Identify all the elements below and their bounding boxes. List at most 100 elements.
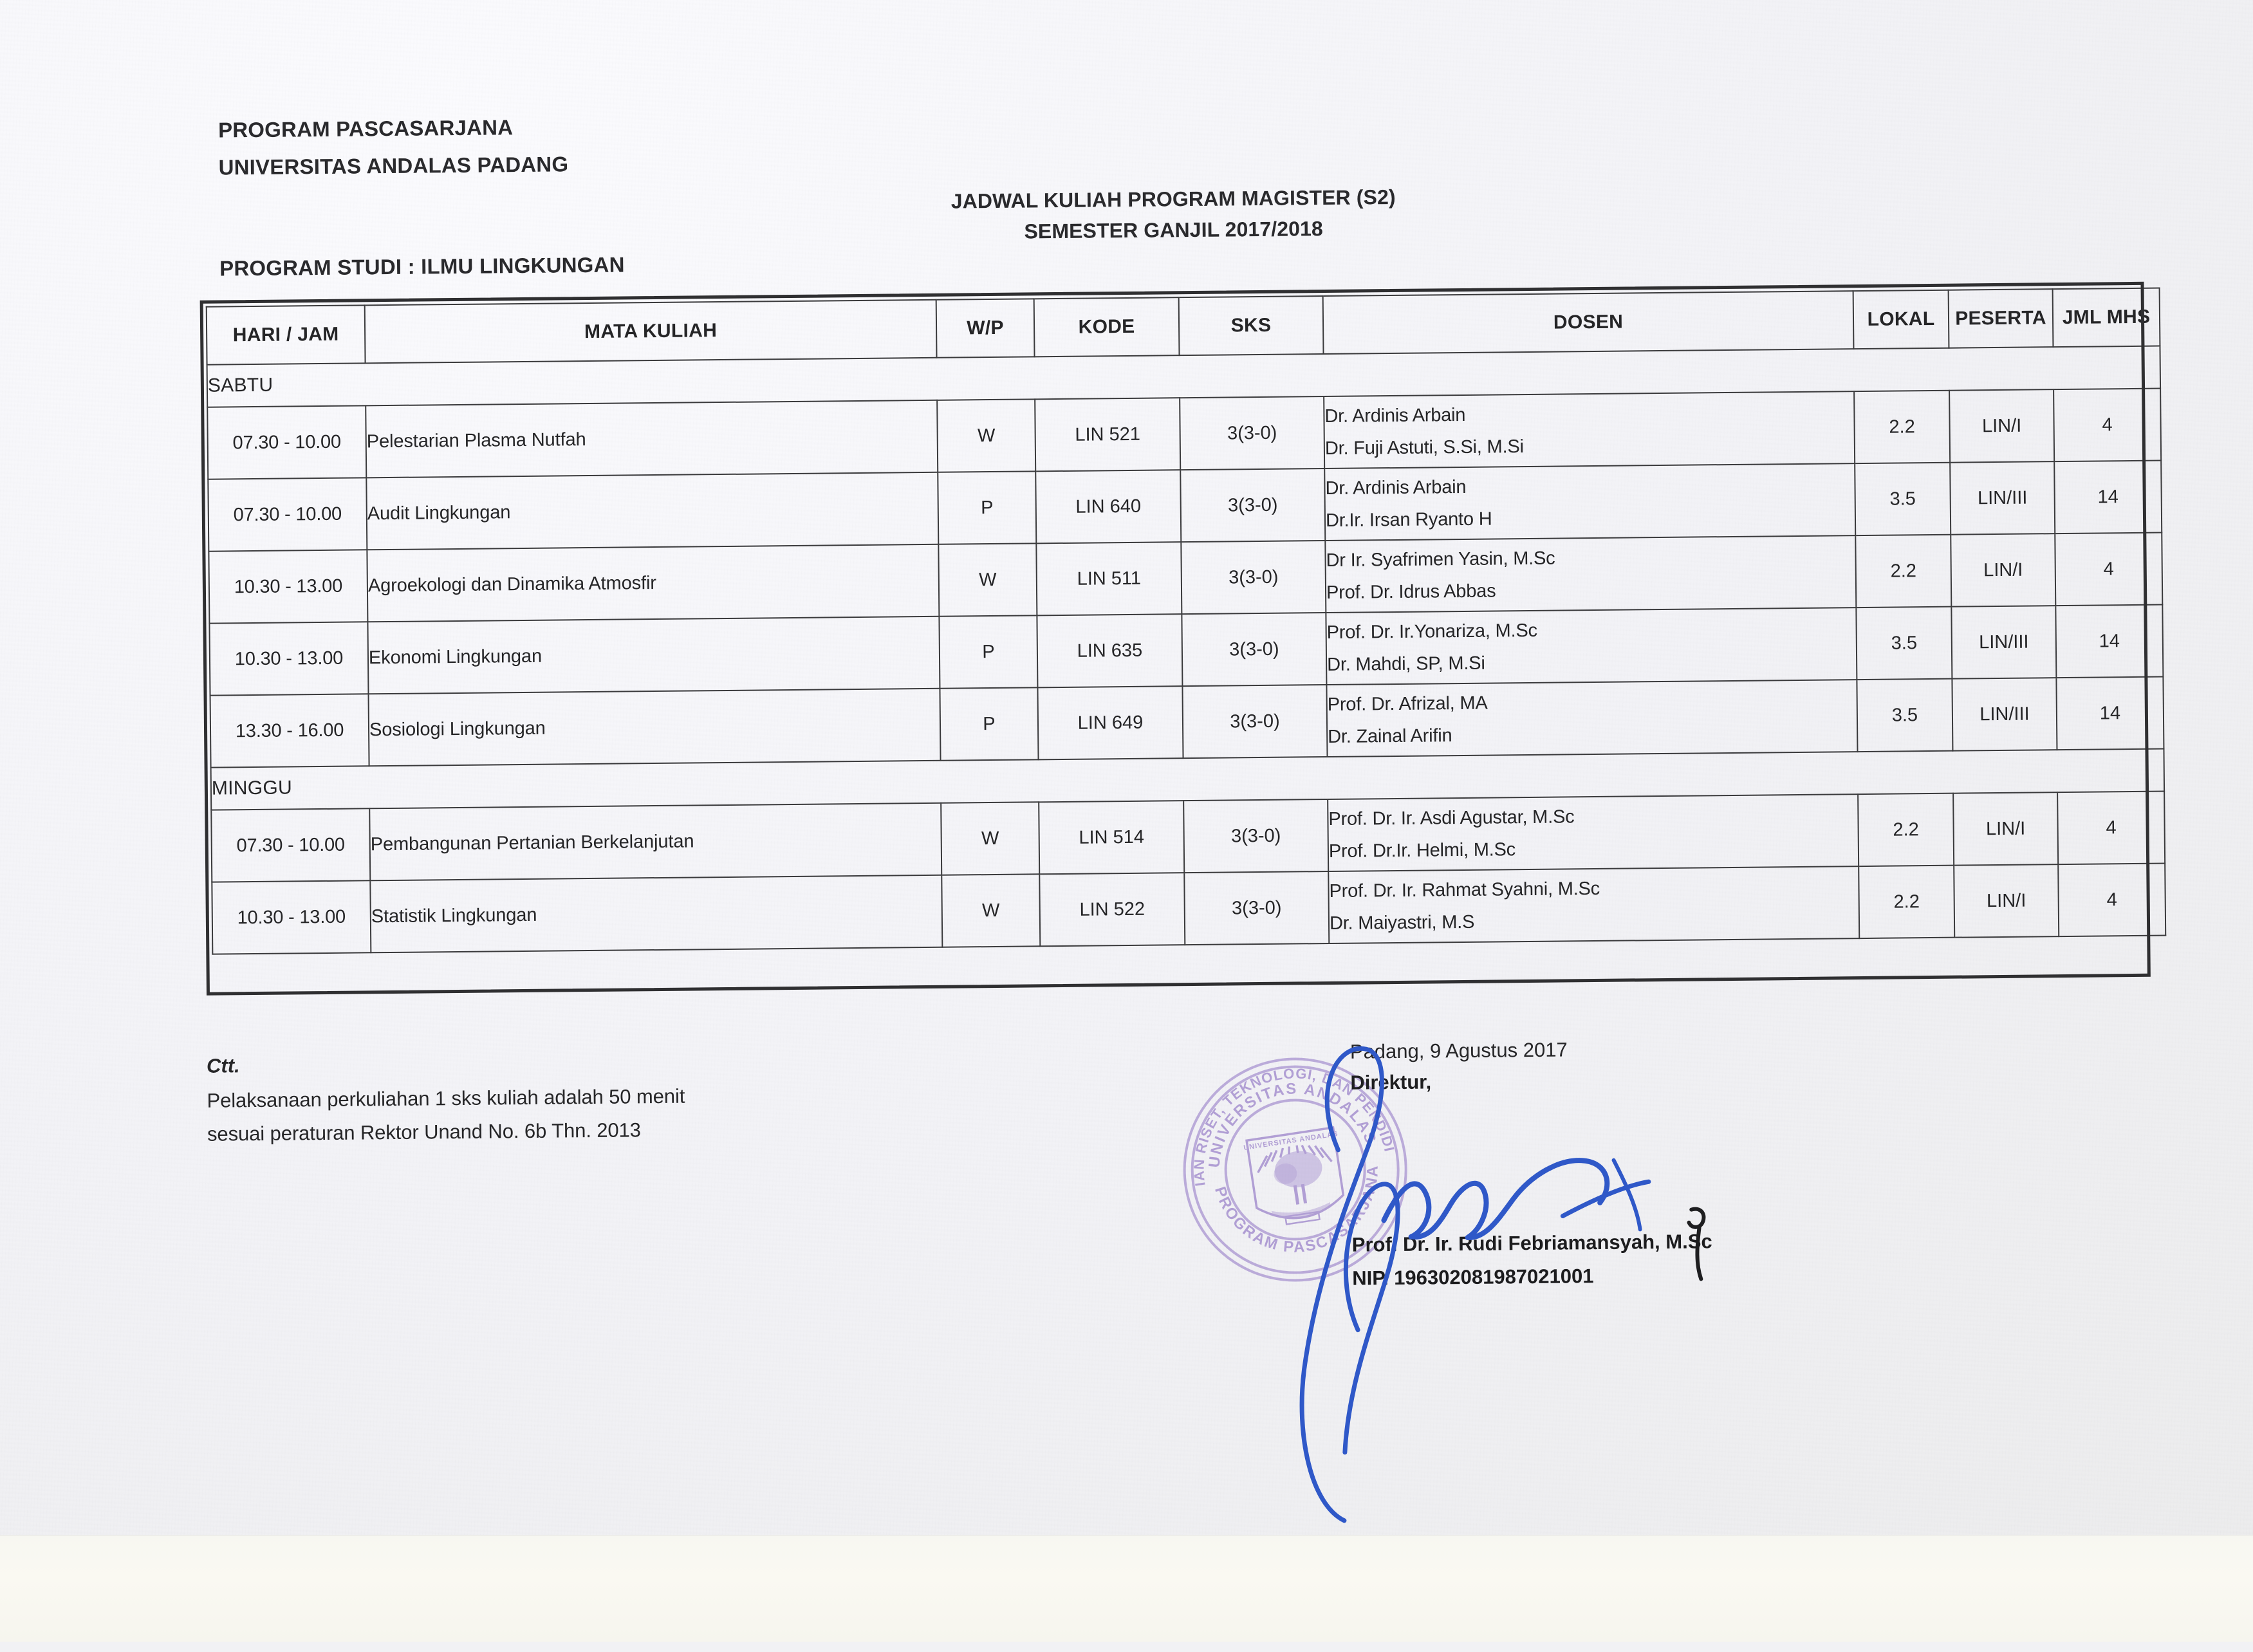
col-header-sks: SKS [1178, 296, 1324, 356]
cell-mata-kuliah: Pelestarian Plasma Nutfah [366, 400, 938, 478]
cell-time: 10.30 - 13.00 [209, 550, 368, 624]
dosen-line-2: Prof. Dr.Ir. Helmi, M.Sc [1328, 839, 1516, 862]
cell-wp: P [938, 471, 1037, 544]
cell-mata-kuliah: Statistik Lingkungan [370, 875, 943, 953]
dosen-line-2: Dr. Mahdi, SP, M.Si [1326, 653, 1485, 676]
col-header-peserta: PESERTA [1948, 289, 2054, 348]
cell-peserta: LIN/I [1949, 389, 2055, 463]
dosen-line-1: Prof. Dr. Afrizal, MA [1327, 692, 1488, 716]
cell-peserta: LIN/III [1951, 606, 2057, 679]
cell-peserta: LIN/I [1954, 864, 2059, 938]
title-line-1: JADWAL KULIAH PROGRAM MAGISTER (S2) [950, 185, 1396, 213]
dosen-line-1: Dr. Ardinis Arbain [1325, 476, 1467, 499]
cell-lokal: 2.2 [1854, 390, 1951, 464]
cell-kode: LIN 635 [1037, 614, 1183, 688]
cell-wp: W [941, 802, 1040, 875]
cell-wp: P [940, 687, 1039, 761]
cell-lokal: 3.5 [1856, 606, 1952, 680]
col-header-dosen: DOSEN [1322, 291, 1854, 355]
col-header-mata-kuliah: MATA KULIAH [364, 299, 937, 364]
cell-wp: W [938, 543, 1037, 617]
signature-role: Direktur, [1350, 1070, 1432, 1094]
cell-sks: 3(3-0) [1182, 685, 1328, 759]
cell-dosen: Dr. Ardinis Arbain Dr.Ir. Irsan Ryanto H [1324, 463, 1856, 541]
col-header-hari-jam: HARI / JAM [206, 305, 366, 365]
cell-lokal: 2.2 [1855, 534, 1952, 608]
cell-dosen: Prof. Dr. Ir. Rahmat Syahni, M.Sc Dr. Ma… [1328, 866, 1860, 943]
cell-dosen: Prof. Dr. Ir.Yonariza, M.Sc Dr. Mahdi, S… [1326, 608, 1857, 685]
institution-line-1: PROGRAM PASCASARJANA [218, 115, 514, 142]
institution-line-2: UNIVERSITAS ANDALAS PADANG [218, 152, 569, 180]
cell-lokal: 2.2 [1859, 865, 1955, 939]
cell-kode: LIN 511 [1036, 542, 1182, 616]
cell-sks: 3(3-0) [1183, 799, 1329, 873]
cell-lokal: 3.5 [1855, 462, 1951, 536]
dosen-line-1: Prof. Dr. Ir.Yonariza, M.Sc [1326, 620, 1537, 644]
cell-mata-kuliah: Sosiologi Lingkungan [368, 688, 941, 766]
note-line-2: sesuai peraturan Rektor Unand No. 6b Thn… [207, 1118, 642, 1146]
cell-wp: W [937, 399, 1036, 472]
cell-kode: LIN 514 [1039, 801, 1185, 875]
cell-peserta: LIN/I [1951, 534, 2056, 607]
cell-sks: 3(3-0) [1181, 541, 1326, 615]
cell-jml-mhs: 14 [2055, 604, 2164, 678]
signature-block: Padang, 9 Agustus 2017 Direktur, Prof. D… [1349, 1038, 1712, 1289]
cell-jml-mhs: 14 [2054, 460, 2162, 534]
dosen-line-1: Prof. Dr. Ir. Rahmat Syahni, M.Sc [1329, 878, 1600, 902]
cell-jml-mhs: 4 [2055, 532, 2163, 606]
cell-wp: W [941, 874, 1041, 947]
dosen-line-2: Dr. Zainal Arifin [1328, 725, 1452, 748]
cell-jml-mhs: 4 [2057, 791, 2165, 865]
dosen-line-1: Dr. Ardinis Arbain [1324, 404, 1466, 427]
cell-time: 07.30 - 10.00 [207, 405, 367, 479]
col-header-kode: KODE [1034, 297, 1180, 357]
note-line-1: Pelaksanaan perkuliahan 1 sks kuliah ada… [207, 1084, 685, 1112]
cell-sks: 3(3-0) [1184, 871, 1330, 945]
cell-peserta: LIN/III [1952, 678, 2057, 751]
cell-mata-kuliah: Audit Lingkungan [366, 472, 939, 550]
cell-dosen: Prof. Dr. Afrizal, MA Dr. Zainal Arifin [1326, 680, 1858, 757]
cell-dosen: Dr Ir. Syafrimen Yasin, M.Sc Prof. Dr. I… [1325, 535, 1857, 613]
note-block: Ctt. Pelaksanaan perkuliahan 1 sks kulia… [207, 1050, 685, 1146]
cell-wp: P [939, 615, 1038, 689]
signature-nip: NIP. 196302081987021001 [1352, 1265, 1594, 1290]
cell-dosen: Dr. Ardinis Arbain Dr. Fuji Astuti, S.Si… [1324, 391, 1855, 469]
svg-text:UNIVERSITAS ANDALAS: UNIVERSITAS ANDALAS [1243, 1130, 1339, 1152]
dosen-line-2: Dr. Fuji Astuti, S.Si, M.Si [1324, 436, 1524, 459]
cell-lokal: 2.2 [1858, 793, 1954, 867]
dosen-line-2: Prof. Dr. Idrus Abbas [1326, 580, 1496, 604]
schedule-table-container: HARI / JAM MATA KULIAH W/P KODE SKS DOSE… [206, 288, 2166, 955]
cell-kode: LIN 640 [1035, 470, 1182, 544]
col-header-lokal: LOKAL [1853, 290, 1949, 349]
cell-sks: 3(3-0) [1180, 469, 1326, 543]
schedule-table: HARI / JAM MATA KULIAH W/P KODE SKS DOSE… [206, 288, 2167, 955]
cell-mata-kuliah: Ekonomi Lingkungan [367, 616, 940, 694]
note-label: Ctt. [206, 1054, 240, 1077]
signature-name: Prof. Dr. Ir. Rudi Febriamansyah, M.Sc [1351, 1230, 1712, 1256]
cell-peserta: LIN/III [1950, 461, 2055, 535]
cell-sks: 3(3-0) [1180, 396, 1325, 470]
title-line-2: SEMESTER GANJIL 2017/2018 [1024, 217, 1323, 243]
cell-kode: LIN 521 [1035, 398, 1181, 472]
cell-mata-kuliah: Pembangunan Pertanian Berkelanjutan [369, 803, 942, 881]
dosen-line-2: Dr.Ir. Irsan Ryanto H [1325, 508, 1492, 532]
cell-sks: 3(3-0) [1182, 613, 1327, 687]
cell-mata-kuliah: Agroekologi dan Dinamika Atmosfir [367, 544, 940, 622]
cell-jml-mhs: 14 [2056, 676, 2164, 750]
institution-header: PROGRAM PASCASARJANA UNIVERSITAS ANDALAS… [218, 108, 569, 186]
cell-time: 10.30 - 13.00 [212, 880, 371, 954]
scanner-bed-edge [0, 1535, 2253, 1642]
col-header-jml-mhs: JML MHS [2052, 288, 2160, 348]
signature-place-date: Padang, 9 Agustus 2017 [1349, 1038, 1568, 1063]
col-header-wp: W/P [936, 299, 1035, 358]
cell-kode: LIN 522 [1039, 873, 1185, 947]
program-studi-label: PROGRAM STUDI : ILMU LINGKUNGAN [219, 252, 625, 281]
cell-dosen: Prof. Dr. Ir. Asdi Agustar, M.Sc Prof. D… [1328, 794, 1859, 872]
cell-jml-mhs: 4 [2054, 388, 2162, 462]
cell-time: 07.30 - 10.00 [208, 478, 367, 552]
dosen-line-1: Dr Ir. Syafrimen Yasin, M.Sc [1326, 548, 1555, 571]
dosen-line-1: Prof. Dr. Ir. Asdi Agustar, M.Sc [1328, 806, 1575, 830]
cell-kode: LIN 649 [1037, 686, 1183, 760]
cell-peserta: LIN/I [1953, 792, 2059, 866]
cell-time: 07.30 - 10.00 [211, 808, 371, 882]
